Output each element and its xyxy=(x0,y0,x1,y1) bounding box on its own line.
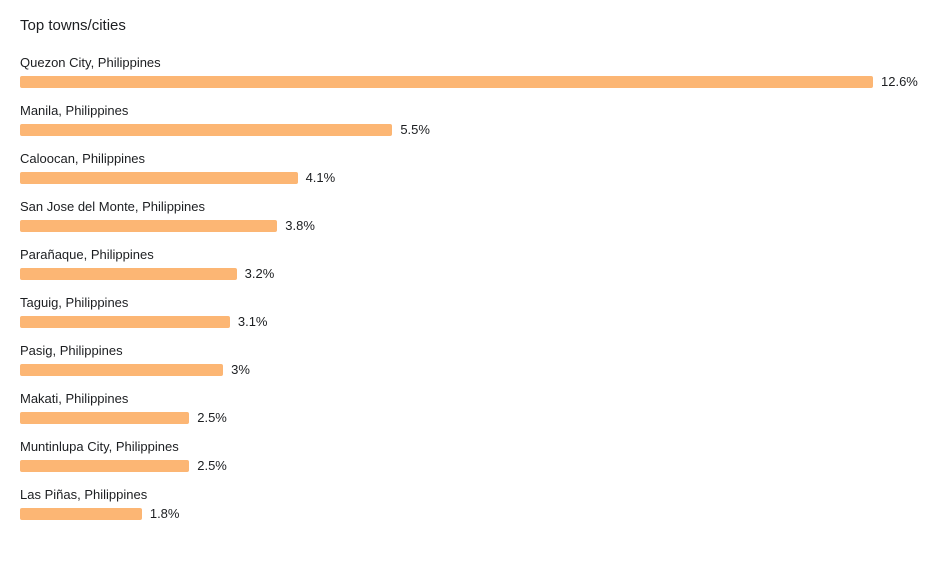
category-label: Manila, Philippines xyxy=(20,103,129,118)
chart-title: Top towns/cities xyxy=(20,17,126,34)
category-label: San Jose del Monte, Philippines xyxy=(20,199,206,214)
category-label: Muntinlupa City, Philippines xyxy=(20,439,179,454)
bar-row: Manila, Philippines 5.5% xyxy=(20,101,920,149)
category-label: Makati, Philippines xyxy=(20,391,129,406)
bar-row: San Jose del Monte, Philippines 3.8% xyxy=(20,197,920,245)
bar xyxy=(20,268,237,280)
value-label: 4.1% xyxy=(305,170,336,185)
bar-row: Las Piñas, Philippines 1.8% xyxy=(20,485,920,533)
value-label: 3% xyxy=(231,362,250,377)
bar-row: Taguig, Philippines 3.1% xyxy=(20,293,920,341)
bar-row: Quezon City, Philippines 12.6% xyxy=(20,53,920,101)
bar xyxy=(20,220,278,232)
bar xyxy=(20,172,298,184)
bar xyxy=(20,316,230,328)
bar-row: Parañaque, Philippines 3.2% xyxy=(20,245,920,293)
bar-list: Quezon City, Philippines 12.6% Manila, Phi… xyxy=(20,53,920,533)
value-label: 3.1% xyxy=(237,314,268,329)
category-label: Pasig, Philippines xyxy=(20,343,123,358)
bar-row: Makati, Philippines 2.5% xyxy=(20,389,920,437)
bar xyxy=(20,508,142,520)
bar-row: Pasig, Philippines 3% xyxy=(20,341,920,389)
bar xyxy=(20,76,873,88)
category-label: Las Piñas, Philippines xyxy=(20,487,148,502)
value-label: 3.2% xyxy=(244,266,275,281)
value-label: 3.8% xyxy=(285,218,315,233)
value-label: 2.5% xyxy=(197,410,227,425)
bar-row: Caloocan, Philippines 4.1% xyxy=(20,149,920,197)
category-label: Caloocan, Philippines xyxy=(20,151,146,166)
bar-row: Muntinlupa City, Philippines 2.5% xyxy=(20,437,920,485)
value-label: 5.5% xyxy=(400,122,430,137)
value-label: 2.5% xyxy=(197,458,227,473)
value-label: 1.8% xyxy=(149,506,180,521)
category-label: Taguig, Philippines xyxy=(20,295,129,310)
bar xyxy=(20,124,393,136)
bar xyxy=(20,412,190,424)
bar xyxy=(20,460,190,472)
category-label: Parañaque, Philippines xyxy=(20,247,154,262)
category-label: Quezon City, Philippines xyxy=(20,55,161,70)
bar xyxy=(20,364,224,376)
value-label: 12.6% xyxy=(881,74,918,89)
